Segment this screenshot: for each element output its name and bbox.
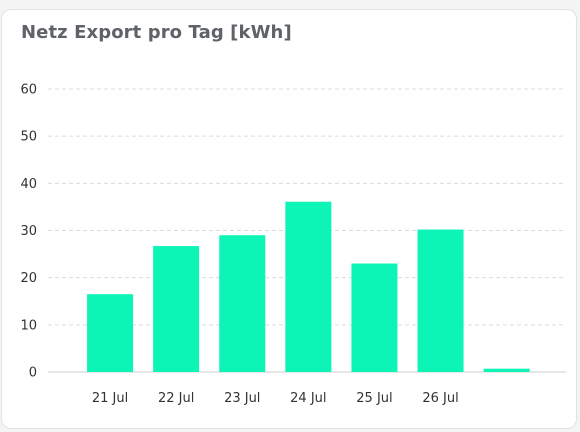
x-tick-label: 22 Jul [158, 391, 194, 406]
bar[interactable] [285, 201, 332, 372]
x-tick-label: 24 Jul [290, 391, 326, 406]
y-tick-label: 10 [20, 318, 37, 333]
y-tick-label: 20 [20, 271, 37, 286]
y-tick-label: 50 [20, 130, 37, 145]
x-tick-label: 21 Jul [92, 391, 128, 406]
chart-title: Netz Export pro Tag [kWh] [21, 22, 292, 43]
x-tick-label: 23 Jul [224, 391, 260, 406]
y-tick-label: 40 [20, 177, 37, 192]
x-axis-ticks: 21 Jul 22 Jul 23 Jul 24 Jul 25 Jul 26 Jul [92, 391, 459, 406]
y-tick-label: 0 [29, 366, 37, 381]
x-tick-label: 25 Jul [356, 391, 392, 406]
y-tick-label: 60 [20, 83, 37, 98]
bar[interactable] [417, 229, 464, 372]
y-axis-ticks: 0 10 20 30 40 50 60 [20, 83, 37, 381]
bars [87, 201, 530, 372]
bar[interactable] [351, 263, 398, 372]
bar[interactable] [483, 368, 530, 372]
y-tick-label: 30 [20, 224, 37, 239]
bar[interactable] [153, 246, 200, 372]
bar[interactable] [219, 235, 266, 372]
x-tick-label: 26 Jul [422, 391, 458, 406]
bar[interactable] [87, 294, 134, 372]
